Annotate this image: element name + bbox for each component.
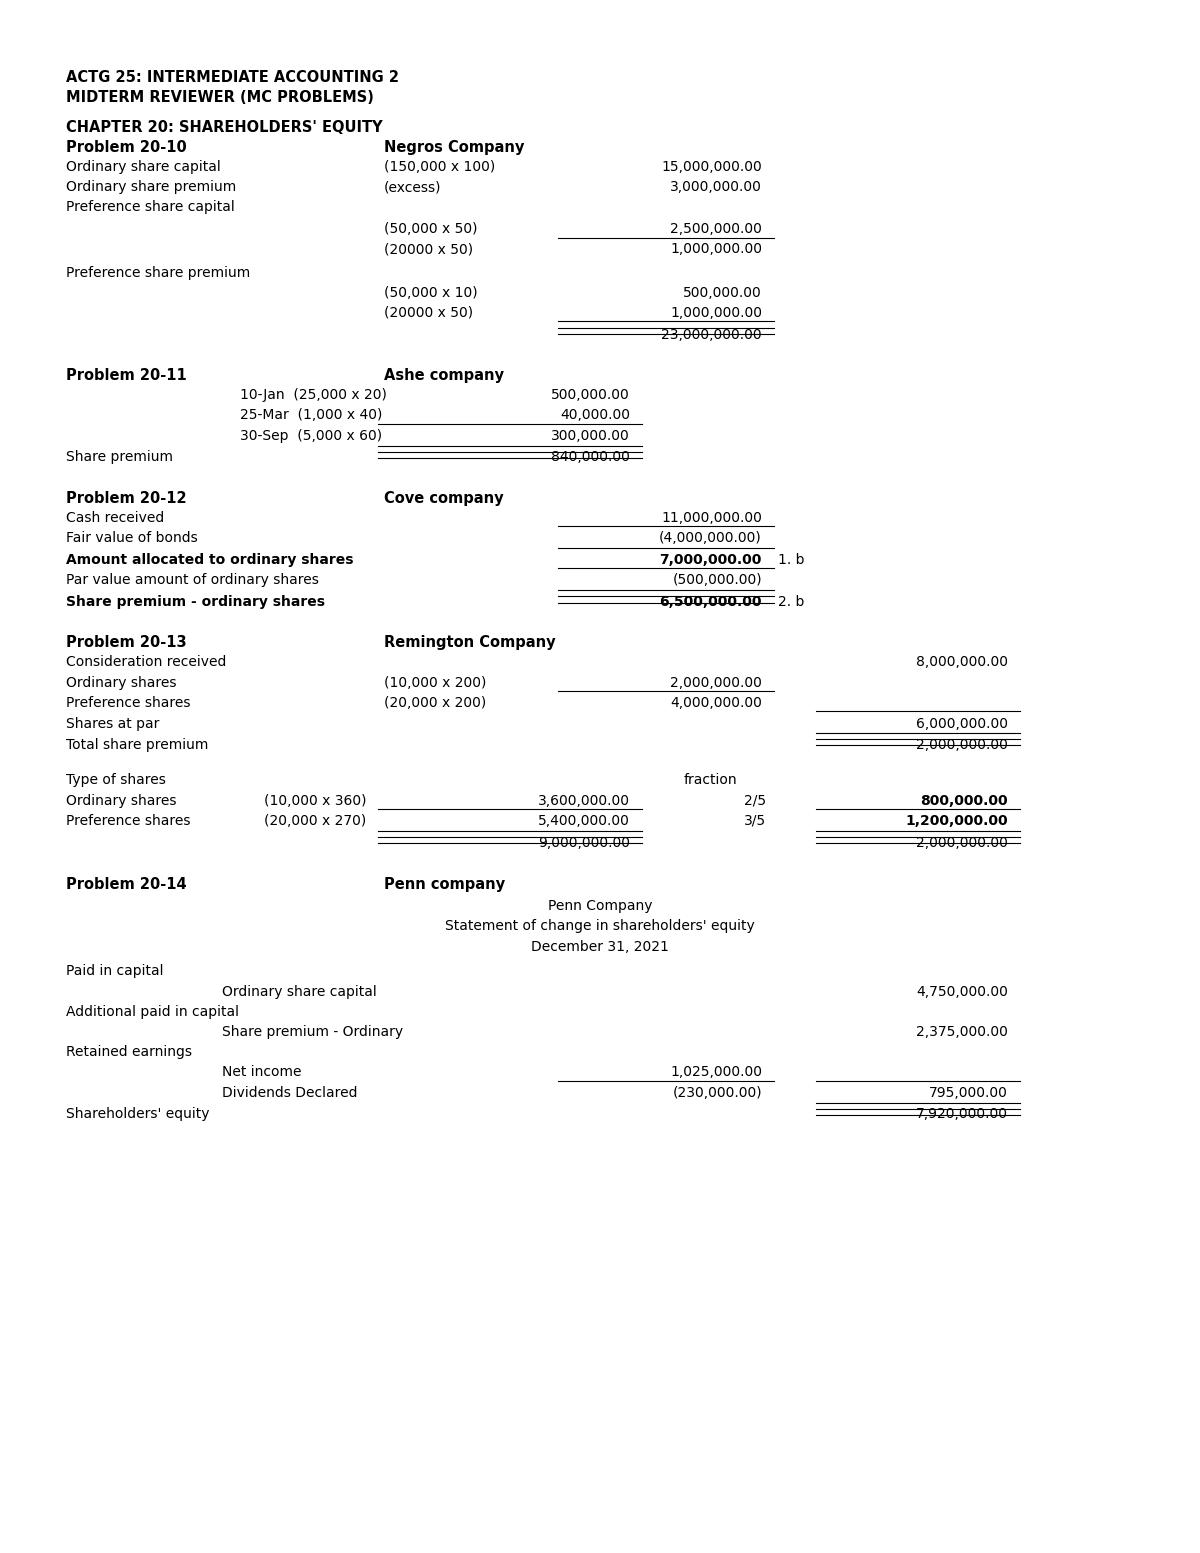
Text: Statement of change in shareholders' equity: Statement of change in shareholders' equ… (445, 919, 755, 933)
Text: (50,000 x 50): (50,000 x 50) (384, 222, 478, 236)
Text: 2,000,000.00: 2,000,000.00 (916, 836, 1008, 849)
Text: 11,000,000.00: 11,000,000.00 (661, 511, 762, 525)
Text: 2. b: 2. b (778, 595, 804, 609)
Text: 40,000.00: 40,000.00 (560, 408, 630, 422)
Text: Fair value of bonds: Fair value of bonds (66, 531, 198, 545)
Text: Remington Company: Remington Company (384, 635, 556, 651)
Text: Problem 20-12: Problem 20-12 (66, 491, 187, 506)
Text: 23,000,000.00: 23,000,000.00 (661, 328, 762, 342)
Text: 1,000,000.00: 1,000,000.00 (670, 306, 762, 320)
Text: 4,000,000.00: 4,000,000.00 (670, 696, 762, 710)
Text: (20000 x 50): (20000 x 50) (384, 242, 473, 256)
Text: Paid in capital: Paid in capital (66, 964, 163, 978)
Text: 15,000,000.00: 15,000,000.00 (661, 160, 762, 174)
Text: 840,000.00: 840,000.00 (551, 450, 630, 464)
Text: Negros Company: Negros Company (384, 140, 524, 155)
Text: Preference share premium: Preference share premium (66, 266, 251, 280)
Text: Dividends Declared: Dividends Declared (222, 1086, 358, 1100)
Text: Total share premium: Total share premium (66, 738, 209, 752)
Text: 2/5: 2/5 (744, 794, 766, 808)
Text: Preference shares: Preference shares (66, 696, 191, 710)
Text: Share premium - Ordinary: Share premium - Ordinary (222, 1025, 403, 1039)
Text: Problem 20-13: Problem 20-13 (66, 635, 187, 651)
Text: CHAPTER 20: SHAREHOLDERS' EQUITY: CHAPTER 20: SHAREHOLDERS' EQUITY (66, 120, 383, 135)
Text: 4,750,000.00: 4,750,000.00 (916, 985, 1008, 999)
Text: (230,000.00): (230,000.00) (672, 1086, 762, 1100)
Text: 30-Sep  (5,000 x 60): 30-Sep (5,000 x 60) (240, 429, 382, 443)
Text: 1,000,000.00: 1,000,000.00 (670, 242, 762, 256)
Text: (50,000 x 10): (50,000 x 10) (384, 286, 478, 300)
Text: (4,000,000.00): (4,000,000.00) (659, 531, 762, 545)
Text: Preference share capital: Preference share capital (66, 200, 235, 214)
Text: Shareholders' equity: Shareholders' equity (66, 1107, 210, 1121)
Text: December 31, 2021: December 31, 2021 (532, 940, 668, 954)
Text: (10,000 x 360): (10,000 x 360) (264, 794, 366, 808)
Text: 1,200,000.00: 1,200,000.00 (905, 814, 1008, 828)
Text: 7,920,000.00: 7,920,000.00 (916, 1107, 1008, 1121)
Text: 800,000.00: 800,000.00 (920, 794, 1008, 808)
Text: 6,000,000.00: 6,000,000.00 (916, 717, 1008, 731)
Text: Additional paid in capital: Additional paid in capital (66, 1005, 239, 1019)
Text: Problem 20-10: Problem 20-10 (66, 140, 187, 155)
Text: Ordinary share capital: Ordinary share capital (66, 160, 221, 174)
Text: 300,000.00: 300,000.00 (551, 429, 630, 443)
Text: Penn Company: Penn Company (547, 899, 653, 913)
Text: 1,025,000.00: 1,025,000.00 (670, 1065, 762, 1079)
Text: Share premium: Share premium (66, 450, 173, 464)
Text: Cash received: Cash received (66, 511, 164, 525)
Text: 3,000,000.00: 3,000,000.00 (670, 180, 762, 194)
Text: Ordinary shares: Ordinary shares (66, 794, 176, 808)
Text: Problem 20-14: Problem 20-14 (66, 877, 187, 893)
Text: fraction: fraction (684, 773, 738, 787)
Text: 3,600,000.00: 3,600,000.00 (538, 794, 630, 808)
Text: Net income: Net income (222, 1065, 301, 1079)
Text: 7,000,000.00: 7,000,000.00 (660, 553, 762, 567)
Text: 5,400,000.00: 5,400,000.00 (538, 814, 630, 828)
Text: (150,000 x 100): (150,000 x 100) (384, 160, 496, 174)
Text: Preference shares: Preference shares (66, 814, 191, 828)
Text: Ordinary shares: Ordinary shares (66, 676, 176, 690)
Text: Retained earnings: Retained earnings (66, 1045, 192, 1059)
Text: 8,000,000.00: 8,000,000.00 (916, 655, 1008, 669)
Text: 3/5: 3/5 (744, 814, 766, 828)
Text: Ordinary share capital: Ordinary share capital (222, 985, 377, 999)
Text: 2,000,000.00: 2,000,000.00 (670, 676, 762, 690)
Text: (20,000 x 200): (20,000 x 200) (384, 696, 486, 710)
Text: (10,000 x 200): (10,000 x 200) (384, 676, 486, 690)
Text: 2,375,000.00: 2,375,000.00 (916, 1025, 1008, 1039)
Text: 2,500,000.00: 2,500,000.00 (670, 222, 762, 236)
Text: 6,500,000.00: 6,500,000.00 (660, 595, 762, 609)
Text: 25-Mar  (1,000 x 40): 25-Mar (1,000 x 40) (240, 408, 383, 422)
Text: 500,000.00: 500,000.00 (551, 388, 630, 402)
Text: Share premium - ordinary shares: Share premium - ordinary shares (66, 595, 325, 609)
Text: Ashe company: Ashe company (384, 368, 504, 384)
Text: (500,000.00): (500,000.00) (672, 573, 762, 587)
Text: Ordinary share premium: Ordinary share premium (66, 180, 236, 194)
Text: ACTG 25: INTERMEDIATE ACCOUNTING 2: ACTG 25: INTERMEDIATE ACCOUNTING 2 (66, 70, 398, 85)
Text: 500,000.00: 500,000.00 (683, 286, 762, 300)
Text: (excess): (excess) (384, 180, 442, 194)
Text: 795,000.00: 795,000.00 (929, 1086, 1008, 1100)
Text: Cove company: Cove company (384, 491, 504, 506)
Text: 10-Jan  (25,000 x 20): 10-Jan (25,000 x 20) (240, 388, 386, 402)
Text: 1. b: 1. b (778, 553, 804, 567)
Text: (20000 x 50): (20000 x 50) (384, 306, 473, 320)
Text: 9,000,000.00: 9,000,000.00 (538, 836, 630, 849)
Text: Par value amount of ordinary shares: Par value amount of ordinary shares (66, 573, 319, 587)
Text: Shares at par: Shares at par (66, 717, 160, 731)
Text: (20,000 x 270): (20,000 x 270) (264, 814, 366, 828)
Text: Penn company: Penn company (384, 877, 505, 893)
Text: Type of shares: Type of shares (66, 773, 166, 787)
Text: Problem 20-11: Problem 20-11 (66, 368, 187, 384)
Text: Consideration received: Consideration received (66, 655, 227, 669)
Text: Amount allocated to ordinary shares: Amount allocated to ordinary shares (66, 553, 354, 567)
Text: 2,000,000.00: 2,000,000.00 (916, 738, 1008, 752)
Text: MIDTERM REVIEWER (MC PROBLEMS): MIDTERM REVIEWER (MC PROBLEMS) (66, 90, 374, 106)
